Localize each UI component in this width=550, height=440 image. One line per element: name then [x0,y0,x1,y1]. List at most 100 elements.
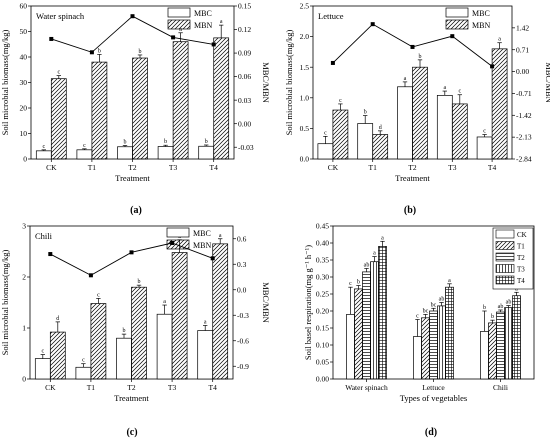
panel-caption: (d) [425,427,437,438]
legend-label: MBN [194,21,212,30]
y-tick-label: 0 [23,155,27,164]
bar-mbn [49,331,66,380]
bar-mbc [156,313,173,380]
y-tick-label: 10 [20,129,28,138]
significance-letter: d [379,125,382,131]
significance-letter: ab [506,300,512,306]
significance-letter: b [419,54,422,60]
y2-tick-label: -2.13 [516,133,532,142]
significance-letter: a [443,85,446,91]
legend-label: T3 [517,266,525,274]
significance-letter: a [204,319,207,325]
y2-tick-label: 0.00 [516,67,529,76]
significance-letter: d [56,316,59,322]
legend-swatch [495,264,515,273]
x-tick-label: CK [45,383,56,392]
x-tick-label: T3 [168,383,177,392]
bar-ck [413,336,422,380]
significance-letter: a [163,299,166,305]
x-axis-label: Treatment [395,173,430,183]
x-axis-label: Treatment [114,393,149,403]
ratio-point [48,252,53,257]
bar-t2 [429,310,438,380]
legend: MBC MBN [166,227,211,250]
y-tick-label: 0.40 [316,239,329,248]
y2-tick-label: 0.3 [237,260,247,269]
significance-letter: c [83,143,86,149]
y-tick-label: 1.5 [300,63,310,72]
significance-letter: b [139,49,142,55]
y-tick-label: 0.45 [316,222,329,231]
ratio-point [49,36,54,41]
significance-letter: c [416,314,419,320]
y-tick-label: 0.15 [316,324,329,333]
legend: MBC MBN [167,7,212,30]
y-tick-label: 3 [22,222,26,231]
legend-swatch [445,7,469,18]
y2-tick-label: 0.03 [238,96,251,105]
significance-letter: c [42,144,45,150]
x-tick-label: T4 [488,163,497,172]
y-tick-label: 0.20 [316,307,329,316]
y2-tick-label: -1.42 [516,111,532,120]
bar-t3 [370,261,379,380]
bar-t4 [378,246,387,380]
panel-caption: (c) [126,427,137,438]
bar-mbc [357,123,374,160]
x-tick-label: T1 [369,163,378,172]
bar-t4 [445,286,454,380]
ratio-point [89,50,94,55]
x-tick-label: Lettuce [422,383,445,392]
significance-letter: a [404,76,407,82]
panel-b: 0.0 0.5 1.0 1.5 2.0 2.5 -2.84 -2.13 -1.42 -0.71 0.… [284,2,550,216]
bar-mbc [35,150,52,160]
x-tick-label: T3 [448,163,457,172]
y2-tick-label: -0.71 [516,89,532,98]
legend-swatch [495,252,515,262]
ratio-point [211,42,216,47]
significance-letter: a [498,37,501,43]
y2-tick-label: -2.84 [516,155,532,164]
x-tick-label: T2 [127,383,136,392]
significance-letter: a [179,27,182,33]
x-axis-label: Types of vegetables [400,393,467,403]
significance-letter: bc [423,308,429,314]
bar-t1 [421,317,430,380]
bar-mbn [451,103,468,160]
x-tick-label: Chili [493,383,508,392]
legend-label: MBC [194,9,212,18]
bar-t1 [354,288,363,380]
significance-letter: ab [364,263,370,269]
bar-mbc [116,337,132,380]
significance-letter: c [349,281,352,287]
ratio-point [210,256,215,261]
significance-letter: c [324,130,327,136]
legend-swatch [167,7,191,18]
y-tick-label: 0.10 [316,341,329,350]
significance-letter: c [483,129,486,135]
significance-letter: a [219,233,222,239]
significance-letter: ab [498,304,504,310]
bar-mbn [412,66,428,160]
significance-letter: c [97,292,100,298]
x-tick-label: T2 [128,163,137,172]
ratio-point [171,35,176,40]
significance-letter: b [124,139,127,145]
x-tick-label: T2 [408,163,417,172]
bar-mbn [50,78,67,160]
x-tick-label: CK [46,163,57,172]
bar-mbc [436,95,453,160]
panel-title: Water spinach [36,11,85,21]
bar-mbc [317,143,334,160]
bar-mbc [34,358,51,380]
ratio-point [370,22,375,27]
significance-letter: c [82,358,85,364]
ratio-point [129,250,134,255]
ratio-point [410,44,415,49]
x-axis-label: Treatment [115,173,150,183]
bar-mbc [117,146,133,160]
panel-c: 0 1 2 3 -0.9 -0.6 -0.3 0.0 0.3 0.6 MBC/MBN Soil mic… [0,222,271,438]
legend-swatch [495,241,515,250]
panel-caption: (a) [130,205,142,216]
